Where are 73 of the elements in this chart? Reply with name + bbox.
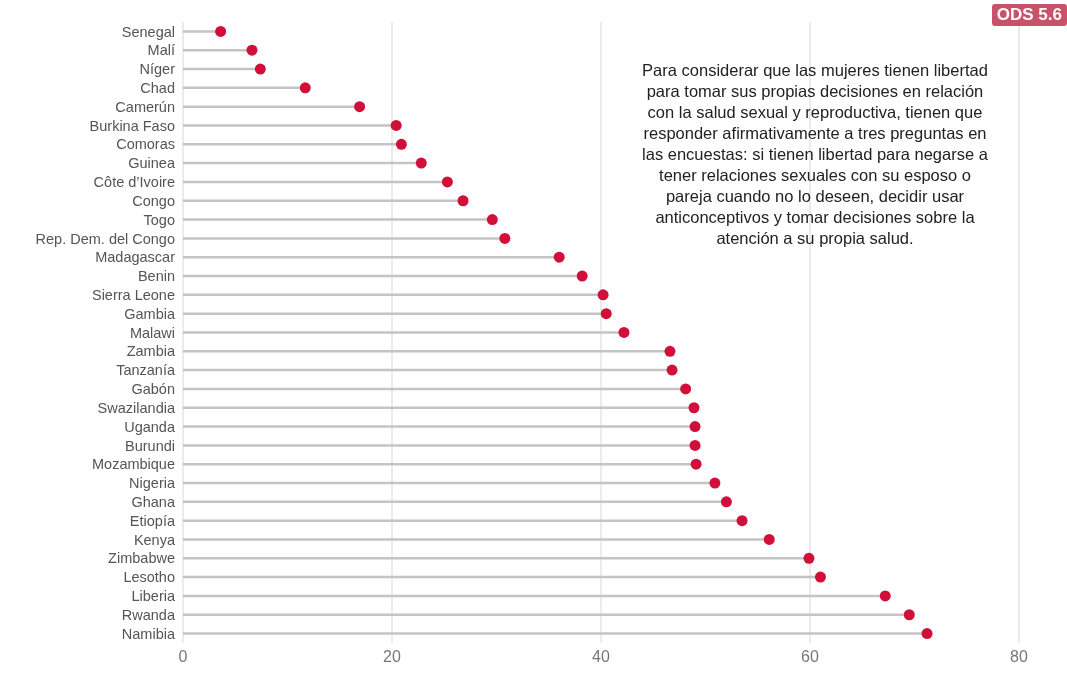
point — [921, 628, 933, 640]
point — [689, 421, 701, 433]
point — [415, 157, 427, 169]
point — [553, 251, 565, 263]
point — [390, 119, 402, 131]
point — [600, 308, 612, 320]
y-tick-label: Uganda — [124, 418, 176, 435]
y-tick-label: Zambia — [126, 343, 176, 360]
y-tick-label: Zimbabwe — [108, 550, 175, 567]
point — [499, 232, 511, 244]
point — [720, 496, 732, 508]
annotation: ODS 5.6 — [991, 4, 1067, 26]
y-tick-label: Rwanda — [121, 606, 176, 623]
point — [763, 533, 775, 545]
point — [597, 289, 609, 301]
point — [903, 609, 915, 621]
y-tick-label: Madagascar — [95, 249, 176, 266]
y-tick-label: Tanzanía — [116, 362, 176, 379]
point — [814, 571, 826, 583]
point — [709, 477, 721, 489]
y-tick-label: Togo — [143, 211, 175, 228]
point — [457, 195, 469, 207]
y-tick-label: Sierra Leone — [91, 287, 175, 304]
y-tick-label: Gabón — [131, 381, 175, 398]
y-tick-label: Côte d’Ivoire — [93, 174, 175, 191]
point — [246, 44, 258, 56]
point — [803, 552, 815, 564]
y-tick-label: Ghana — [131, 494, 176, 511]
y-tick-label: Namibia — [121, 625, 176, 642]
point — [254, 63, 266, 75]
point — [576, 270, 588, 282]
y-tick-label: Mozambique — [91, 456, 175, 473]
y-tick-label: Burkina Faso — [89, 117, 175, 134]
point — [689, 439, 701, 451]
point — [486, 214, 498, 226]
point — [666, 364, 678, 376]
x-tick-label: 40 — [592, 648, 610, 666]
point — [664, 345, 676, 357]
point — [299, 82, 311, 94]
y-tick-label: Benin — [137, 268, 175, 285]
point — [879, 590, 891, 602]
y-tick-label: Comoras — [116, 136, 175, 153]
y-tick-label: Liberia — [131, 588, 176, 605]
y-tick-label: Swazilandia — [97, 399, 176, 416]
point — [395, 138, 407, 150]
point — [736, 515, 748, 527]
y-tick-label: Kenya — [133, 531, 176, 548]
point — [441, 176, 453, 188]
x-tick-label: 80 — [1010, 648, 1028, 666]
point — [354, 101, 366, 113]
y-tick-label: Malawi — [129, 324, 175, 341]
text: Para considerar que las mujeres tienen libertad para tomar sus propias decisiones en relación con la salud sexual y reproductiva, tienen que responder afirmativamente a tres preguntas en las encuestas: si tienen libertad para negarse a tener relaciones sexuales con su esposo o pareja cuando no lo deseen, decidir usar anticonceptivos y tomar decisiones sobre la atención a su propia salud. — [642, 61, 988, 247]
y-tick-label: Senegal — [121, 23, 175, 40]
y-tick-label: Congo — [132, 192, 175, 209]
point — [688, 402, 700, 414]
y-tick-label: Gambia — [124, 305, 176, 322]
x-tick-label: 0 — [178, 648, 188, 666]
point — [618, 326, 630, 338]
y-tick-label: Camerún — [115, 98, 175, 115]
y-tick-label: Chad — [140, 80, 175, 97]
y-tick-label: Lesotho — [123, 569, 175, 586]
y-tick-label: Rep. Dem. del Congo — [35, 230, 175, 247]
y-tick-label: Níger — [139, 61, 176, 78]
x-tick-label: 20 — [383, 648, 401, 666]
x-tick-label: 60 — [801, 648, 819, 666]
y-tick-label: Guinea — [128, 155, 176, 172]
y-tick-label: Nigeria — [129, 475, 176, 492]
point — [215, 25, 227, 37]
y-tick-label: Burundi — [125, 437, 175, 454]
point — [680, 383, 692, 395]
y-tick-label: Etiopía — [129, 512, 176, 529]
point — [690, 458, 702, 470]
y-tick-label: Malí — [147, 42, 175, 59]
